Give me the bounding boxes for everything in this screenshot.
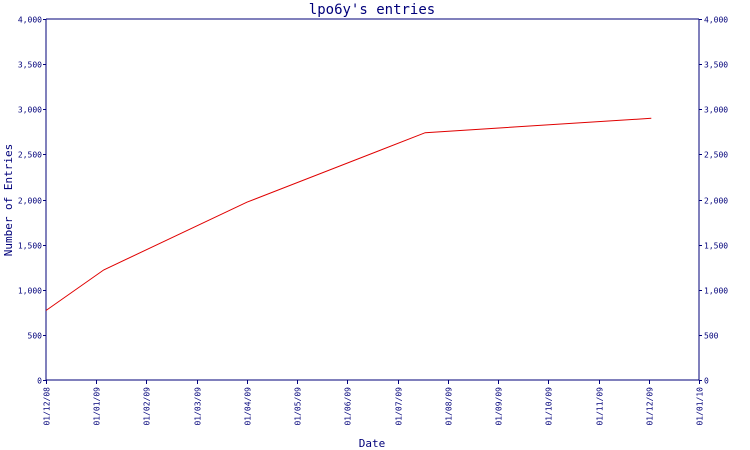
x-tick-label: 01/07/09: [395, 387, 404, 426]
chart-title: lpo6y's entries: [309, 2, 435, 18]
y-tick-label-right: 2,000: [704, 197, 728, 206]
y-tick-label-left: 1,500: [18, 242, 42, 251]
y-axis-title: Number of Entries: [2, 144, 15, 257]
x-tick-label: 01/12/08: [43, 387, 52, 426]
y-tick-label-right: 500: [704, 332, 719, 341]
x-tick-label: 01/01/09: [93, 387, 102, 426]
y-tick-label-left: 3,500: [18, 61, 42, 70]
y-tick-label-left: 4,000: [18, 16, 42, 25]
x-tick-label: 01/05/09: [294, 387, 303, 426]
y-tick-label-right: 0: [704, 377, 709, 386]
plot-axes: [45, 18, 700, 381]
x-axis-title: Date: [359, 437, 386, 450]
y-tick-label-right: 4,000: [704, 16, 728, 25]
x-tick-label: 01/09/09: [495, 387, 504, 426]
x-tick-label: 01/12/09: [646, 387, 655, 426]
y-tick-label-right: 3,000: [704, 106, 728, 115]
y-tick-label-left: 3,000: [18, 106, 42, 115]
y-tick-label-left: 2,500: [18, 151, 42, 160]
y-tick-label-left: 500: [28, 332, 43, 341]
x-tick-label: 01/02/09: [143, 387, 152, 426]
x-tick-label: 01/08/09: [445, 387, 454, 426]
y-tick-label-right: 1,500: [704, 242, 728, 251]
y-tick-label-right: 3,500: [704, 61, 728, 70]
x-tick-label: 01/03/09: [194, 387, 203, 426]
series-layer: [45, 117, 652, 311]
series-line-0: [45, 117, 652, 311]
y-tick-label-right: 1,000: [704, 287, 728, 296]
y-tick-label-left: 2,000: [18, 197, 42, 206]
y-tick-label-right: 2,500: [704, 151, 728, 160]
x-tick-label: 01/10/09: [545, 387, 554, 426]
x-tick-label: 01/04/09: [244, 387, 253, 426]
y-tick-label-left: 1,000: [18, 287, 42, 296]
y-ticks: 0 0 500 500 1,000 1,000 1,500 1,500 2,000 2,000 2,…: [18, 16, 728, 386]
x-tick-label: 01/01/10: [696, 387, 705, 426]
x-tick-label: 01/11/09: [596, 387, 605, 426]
y-tick-label-left: 0: [37, 377, 42, 386]
x-ticks: 01/12/08 01/01/09 01/02/09 01/03/09 01/04/09…: [43, 380, 705, 426]
x-tick-label: 01/06/09: [344, 387, 353, 426]
